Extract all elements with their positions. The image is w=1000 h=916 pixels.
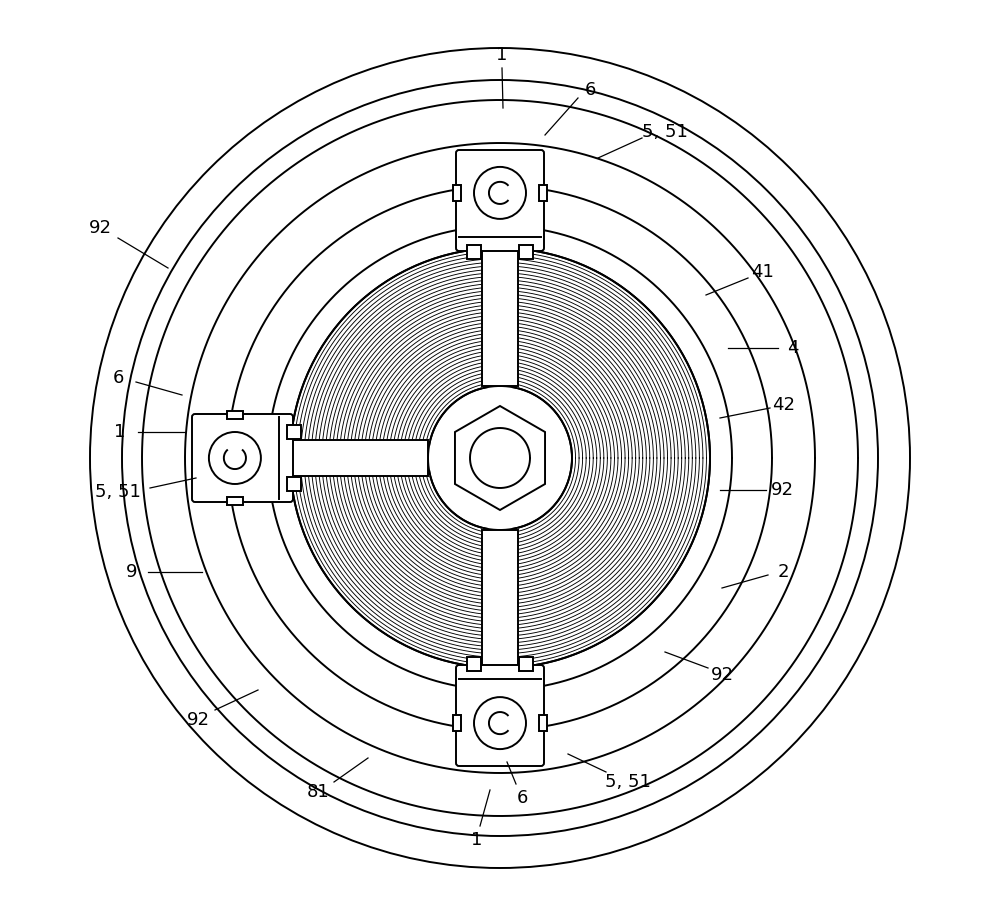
Bar <box>287 477 301 491</box>
Text: 9: 9 <box>126 563 138 581</box>
Circle shape <box>268 226 732 690</box>
Bar <box>467 245 481 259</box>
Bar <box>539 715 547 731</box>
Bar <box>467 657 481 671</box>
Bar <box>482 246 518 388</box>
Circle shape <box>228 186 772 730</box>
Bar <box>227 411 243 419</box>
FancyBboxPatch shape <box>192 414 293 502</box>
Bar <box>227 497 243 505</box>
Text: 81: 81 <box>307 783 329 801</box>
Text: 4: 4 <box>787 339 799 357</box>
Text: 92: 92 <box>186 711 210 729</box>
Text: 1: 1 <box>471 831 483 849</box>
Text: 5, 51: 5, 51 <box>605 773 651 791</box>
Circle shape <box>446 404 554 512</box>
Text: 1: 1 <box>114 423 126 441</box>
Text: 42: 42 <box>772 396 796 414</box>
Bar <box>519 657 533 671</box>
Text: 92: 92 <box>770 481 794 499</box>
Circle shape <box>122 80 878 836</box>
Circle shape <box>474 697 526 749</box>
Text: 1: 1 <box>496 46 508 64</box>
Circle shape <box>209 432 261 484</box>
Circle shape <box>248 206 752 710</box>
Text: 6: 6 <box>584 81 596 99</box>
Circle shape <box>290 248 710 668</box>
Bar <box>519 245 533 259</box>
Circle shape <box>428 386 572 530</box>
Circle shape <box>165 123 835 793</box>
Circle shape <box>208 166 792 750</box>
Circle shape <box>185 143 815 773</box>
Text: 5, 51: 5, 51 <box>95 483 141 501</box>
Bar <box>453 715 461 731</box>
FancyBboxPatch shape <box>456 150 544 251</box>
Text: 41: 41 <box>751 263 773 281</box>
Bar <box>539 185 547 201</box>
Text: 6: 6 <box>112 369 124 387</box>
Text: 2: 2 <box>777 563 789 581</box>
Bar <box>453 185 461 201</box>
Circle shape <box>474 167 526 219</box>
Bar <box>482 530 518 668</box>
FancyBboxPatch shape <box>456 665 544 766</box>
Bar <box>288 440 430 476</box>
Text: 5, 51: 5, 51 <box>642 123 688 141</box>
Text: 92: 92 <box>710 666 734 684</box>
Circle shape <box>142 100 858 816</box>
Bar <box>482 528 518 670</box>
Bar <box>287 425 301 439</box>
Text: 6: 6 <box>516 789 528 807</box>
Bar <box>482 248 518 386</box>
Text: 92: 92 <box>88 219 112 237</box>
Polygon shape <box>455 406 545 510</box>
Bar <box>290 440 428 476</box>
Circle shape <box>90 48 910 868</box>
